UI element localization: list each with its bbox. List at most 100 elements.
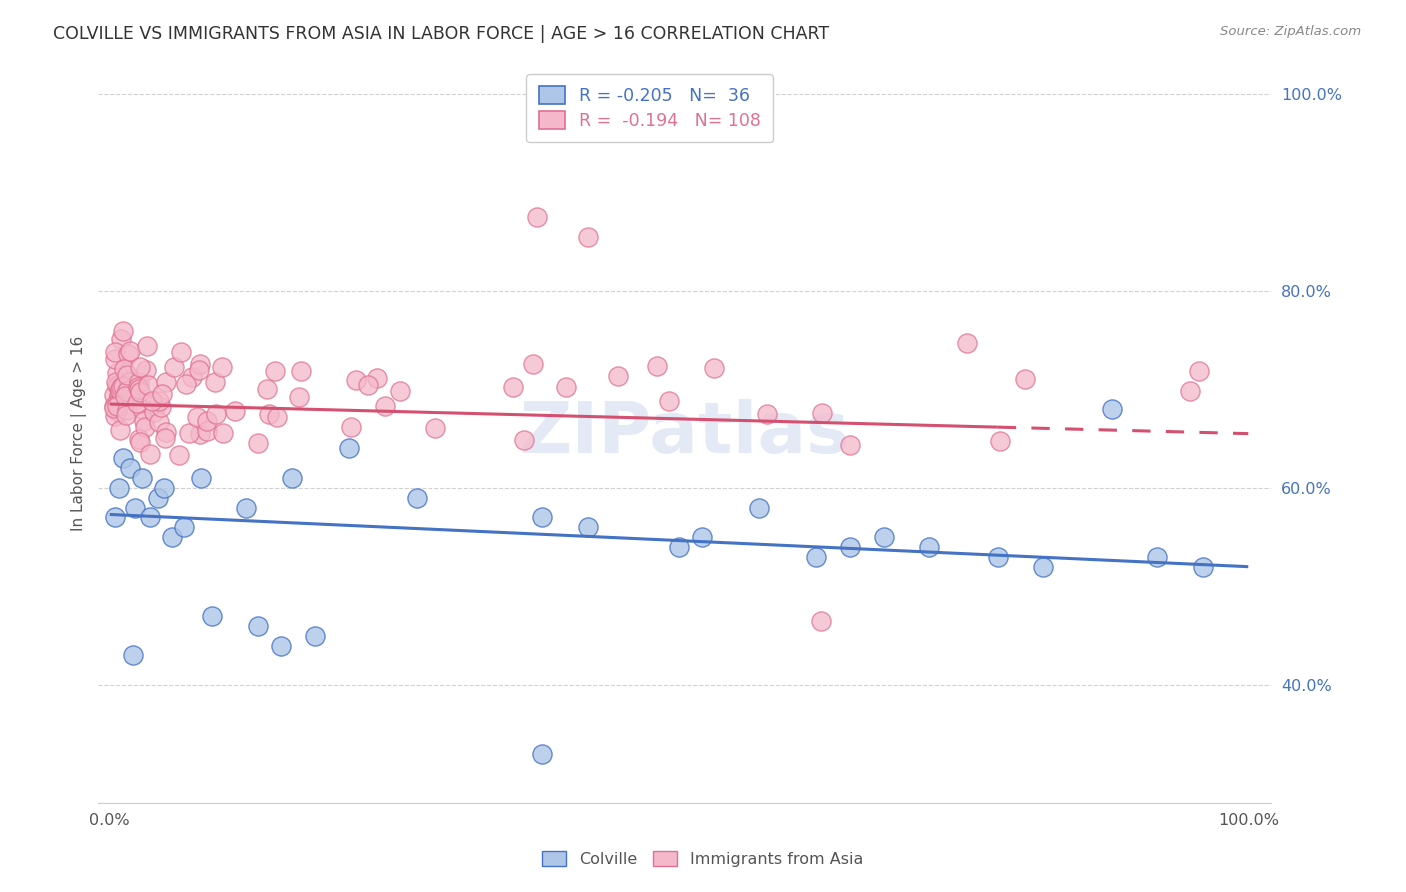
Point bbox=[204, 376, 226, 390]
Point bbox=[112, 362, 135, 376]
Point bbox=[804, 549, 827, 564]
Point bbox=[554, 380, 576, 394]
Point bbox=[173, 520, 195, 534]
Point bbox=[918, 540, 941, 554]
Point bbox=[246, 619, 269, 633]
Point bbox=[179, 425, 201, 440]
Point bbox=[146, 491, 169, 505]
Point bbox=[114, 389, 136, 403]
Point bbox=[148, 393, 170, 408]
Point bbox=[138, 510, 160, 524]
Point bbox=[108, 389, 131, 403]
Point bbox=[104, 510, 127, 524]
Point bbox=[129, 360, 152, 375]
Y-axis label: In Labor Force | Age > 16: In Labor Force | Age > 16 bbox=[72, 336, 87, 532]
Point bbox=[357, 377, 380, 392]
Point bbox=[224, 404, 246, 418]
Point bbox=[134, 420, 156, 434]
Point bbox=[195, 414, 218, 428]
Point bbox=[340, 420, 363, 434]
Point bbox=[212, 426, 235, 441]
Point bbox=[607, 369, 630, 384]
Point bbox=[131, 402, 153, 417]
Point bbox=[135, 339, 157, 353]
Point bbox=[531, 747, 554, 761]
Point bbox=[266, 410, 288, 425]
Point bbox=[502, 380, 524, 394]
Point bbox=[281, 471, 304, 485]
Point bbox=[115, 384, 138, 398]
Point bbox=[201, 609, 224, 624]
Point bbox=[110, 384, 132, 398]
Point bbox=[127, 380, 149, 394]
Point bbox=[1188, 364, 1211, 378]
Legend: R = -0.205   N=  36, R =  -0.194   N= 108: R = -0.205 N= 36, R = -0.194 N= 108 bbox=[526, 74, 772, 142]
Point bbox=[121, 386, 143, 401]
Point bbox=[148, 415, 170, 429]
Point bbox=[337, 442, 360, 456]
Point bbox=[190, 471, 212, 485]
Point bbox=[513, 433, 536, 447]
Point bbox=[115, 368, 138, 382]
Point bbox=[110, 380, 132, 394]
Point bbox=[703, 360, 725, 375]
Point bbox=[117, 383, 139, 397]
Point bbox=[104, 352, 127, 367]
Point bbox=[142, 405, 165, 419]
Point bbox=[1101, 402, 1123, 417]
Point bbox=[211, 359, 233, 374]
Point bbox=[988, 434, 1011, 449]
Point bbox=[115, 408, 138, 422]
Point bbox=[120, 461, 142, 475]
Point bbox=[128, 375, 150, 389]
Point bbox=[366, 371, 388, 385]
Point bbox=[174, 377, 197, 392]
Point bbox=[121, 394, 143, 409]
Point bbox=[522, 357, 544, 371]
Point bbox=[155, 425, 177, 439]
Point bbox=[180, 370, 202, 384]
Point bbox=[107, 366, 129, 380]
Legend: Colville, Immigrants from Asia: Colville, Immigrants from Asia bbox=[536, 845, 870, 873]
Point bbox=[1178, 384, 1201, 398]
Point bbox=[748, 500, 770, 515]
Point bbox=[103, 401, 125, 416]
Point bbox=[389, 384, 412, 399]
Point bbox=[108, 423, 131, 437]
Point bbox=[1032, 559, 1054, 574]
Point bbox=[576, 520, 599, 534]
Point bbox=[112, 451, 135, 466]
Point bbox=[256, 383, 278, 397]
Point bbox=[135, 363, 157, 377]
Point bbox=[108, 388, 131, 402]
Point bbox=[810, 406, 832, 420]
Point bbox=[188, 426, 211, 441]
Point bbox=[1191, 559, 1213, 574]
Point bbox=[155, 375, 177, 389]
Point bbox=[127, 396, 149, 410]
Point bbox=[263, 364, 285, 378]
Point bbox=[124, 500, 146, 515]
Point bbox=[104, 409, 127, 423]
Point bbox=[873, 530, 896, 544]
Point bbox=[645, 359, 668, 374]
Point bbox=[121, 373, 143, 387]
Point bbox=[118, 344, 141, 359]
Point bbox=[107, 377, 129, 392]
Point bbox=[167, 448, 190, 462]
Point bbox=[170, 345, 193, 359]
Point bbox=[838, 540, 860, 554]
Point bbox=[246, 435, 269, 450]
Point bbox=[235, 500, 257, 515]
Point bbox=[987, 549, 1010, 564]
Point bbox=[104, 345, 127, 359]
Point bbox=[838, 438, 860, 452]
Point bbox=[304, 629, 326, 643]
Point bbox=[1014, 371, 1036, 385]
Point bbox=[374, 399, 396, 413]
Point bbox=[138, 447, 160, 461]
Point bbox=[163, 360, 186, 375]
Point bbox=[108, 481, 131, 495]
Point bbox=[136, 378, 159, 392]
Point bbox=[205, 407, 228, 421]
